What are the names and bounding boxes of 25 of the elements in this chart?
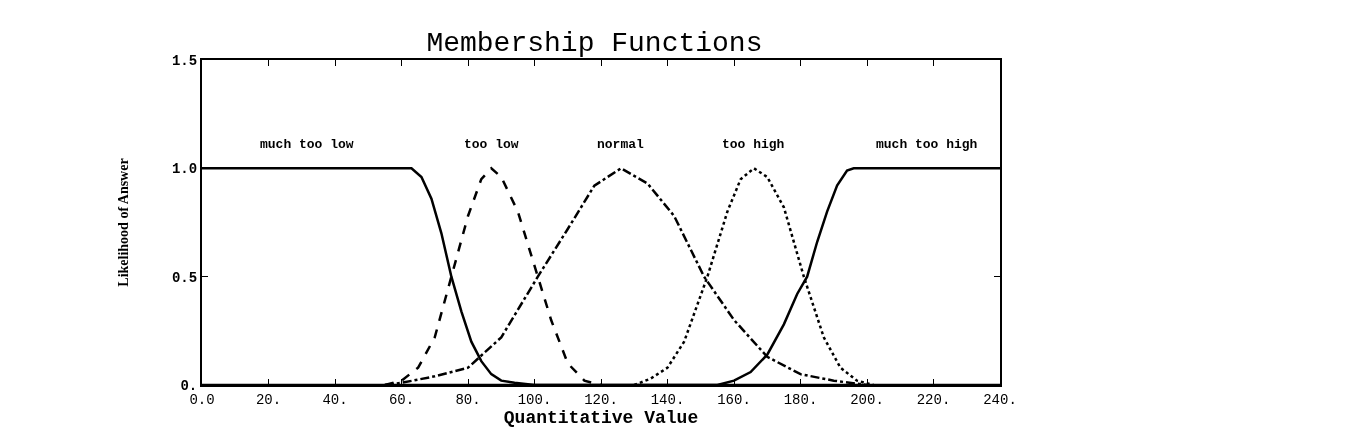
series-label: too low [464,137,519,152]
y-tick-label: 1.0 [171,161,198,178]
series-label: normal [597,137,645,152]
x-axis-title: Quantitative Value [503,408,699,429]
series-label: too high [722,137,785,152]
x-tick-label: 120. [584,391,618,408]
x-tick-label: 80. [455,391,481,408]
y-axis-title: Likelihood of Answer [116,158,132,287]
x-tick-label: 220. [916,391,951,408]
x-tick-label: 20. [255,391,282,408]
x-tick-label: 0.0 [189,391,215,408]
x-tick-label: 240. [983,391,1017,408]
series-label: much too low [260,137,354,152]
chart-title: Membership Functions [426,27,763,59]
x-tick-label: 200. [850,391,884,408]
x-tick-label: 40. [322,391,348,408]
x-tick-label: 180. [783,391,818,408]
series-label: much too high [876,137,978,152]
x-tick-label: 100. [517,391,552,408]
y-tick-label: 0. [180,377,198,394]
y-tick-label: 0.5 [171,269,198,286]
x-tick-label: 160. [717,391,751,408]
x-tick-label: 140. [650,391,685,408]
x-tick-label: 60. [388,391,415,408]
y-tick-label: 1.5 [171,52,198,69]
